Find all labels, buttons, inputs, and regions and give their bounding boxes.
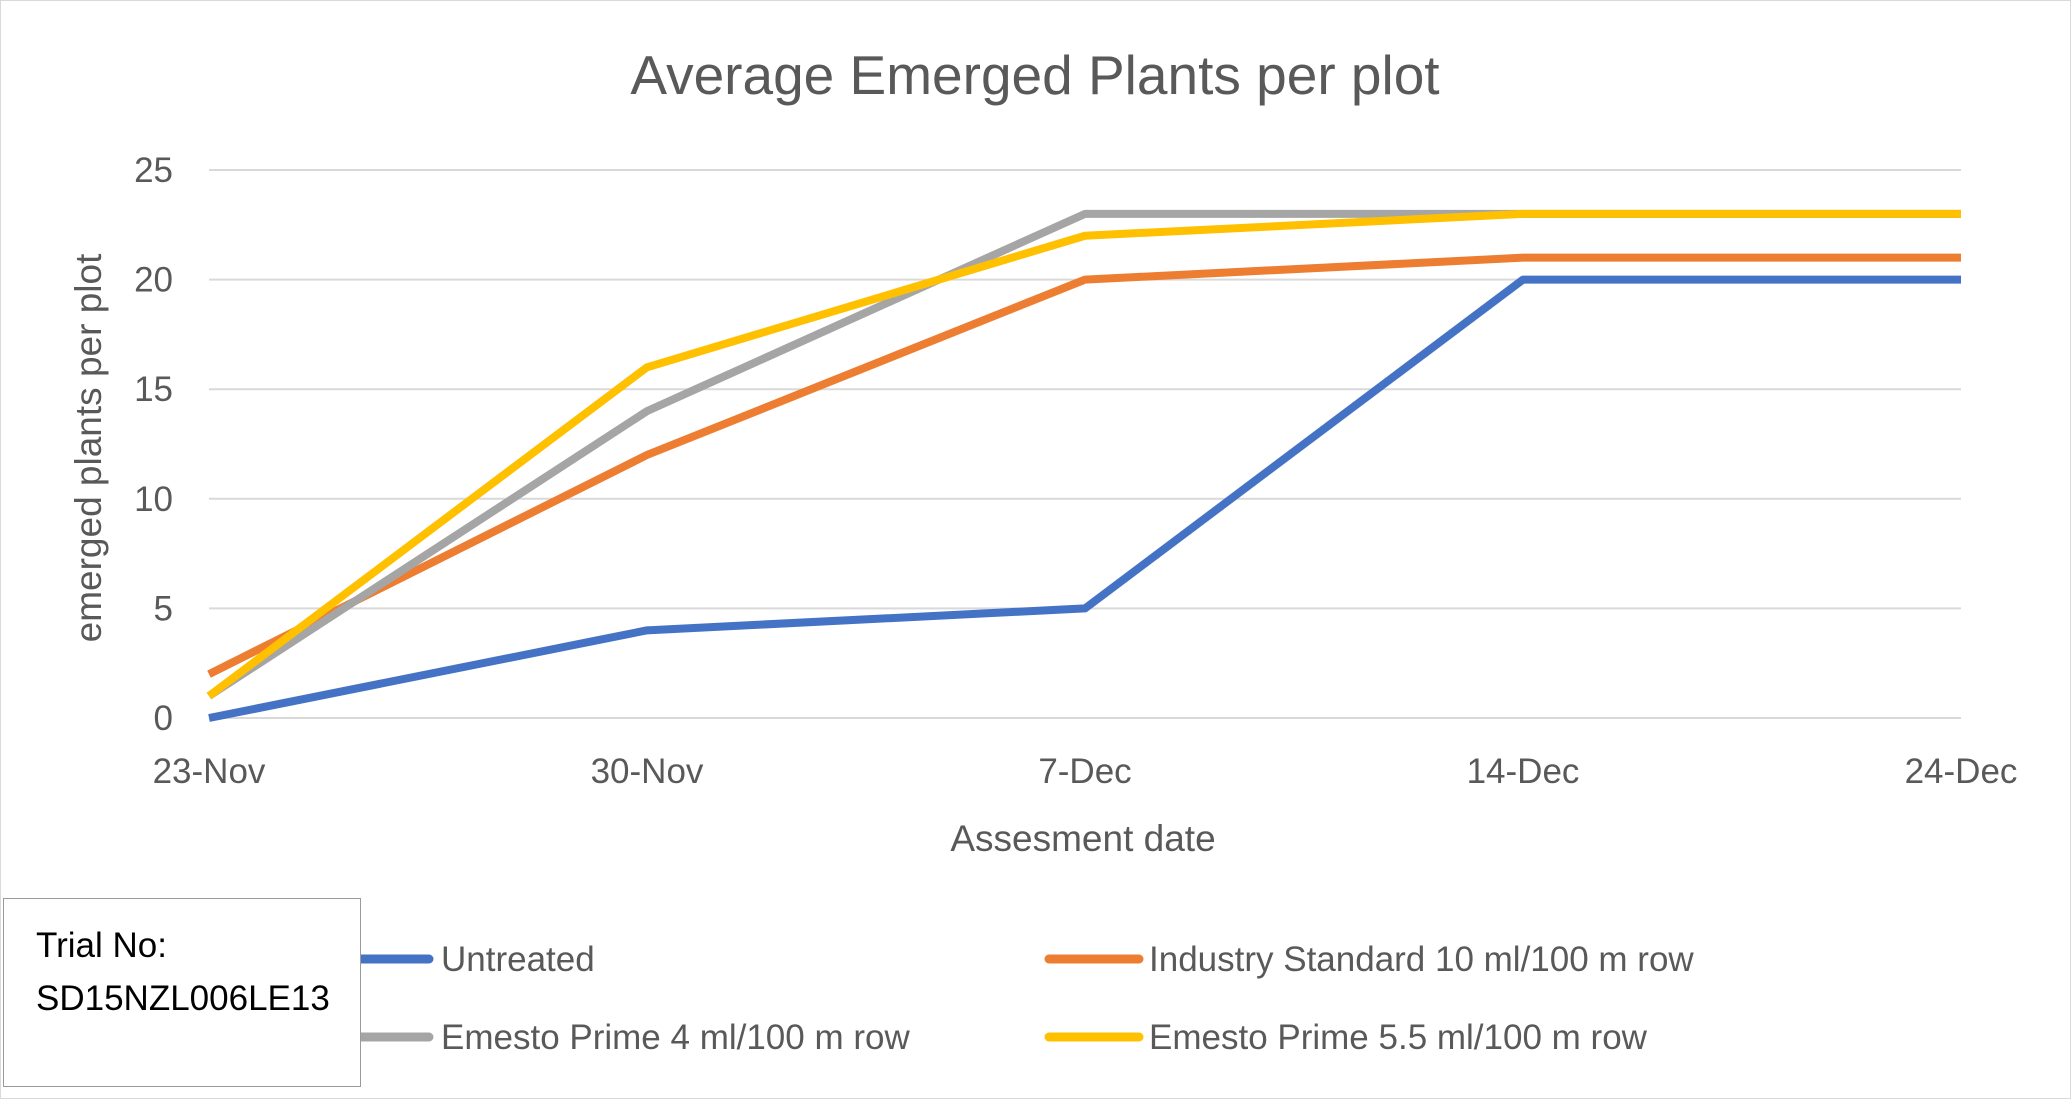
trial-id: SD15NZL006LE13 [36,979,330,1018]
x-tick-label: 30-Nov [591,752,704,791]
legend: Untreated Industry Standard 10 ml/100 m r… [354,940,1694,1057]
legend-label: Emesto Prime 4 ml/100 m row [441,1018,910,1057]
series-line-4 [206,209,1961,700]
y-axis-label: emerged plants per plot [68,253,109,642]
chart-title: Average Emerged Plants per plot [630,44,1439,106]
y-tick-label: 5 [154,589,173,628]
x-axis-tick-labels: 23-Nov 30-Nov 7-Dec 14-Dec 24-Dec [153,752,2018,791]
x-axis-label: Assesment date [950,818,1215,859]
y-tick-label: 10 [134,480,173,519]
legend-label: Industry Standard 10 ml/100 m row [1149,940,1694,979]
trial-label: Trial No: [36,926,167,965]
y-tick-label: 15 [134,370,173,409]
x-tick-label: 24-Dec [1905,752,2018,791]
x-tick-label: 14-Dec [1467,752,1580,791]
series-line-1 [208,275,1961,722]
x-tick-label: 23-Nov [153,752,266,791]
y-tick-label: 0 [154,699,173,738]
legend-label: Untreated [441,940,595,979]
y-axis-tick-labels: 0 5 10 15 20 25 [134,151,173,738]
series-line-2 [207,253,1961,678]
data-series [206,209,1961,722]
series-line-3 [206,209,1961,700]
legend-label: Emesto Prime 5.5 ml/100 m row [1149,1018,1648,1057]
x-tick-label: 7-Dec [1038,752,1131,791]
y-tick-label: 20 [134,261,173,300]
y-tick-label: 25 [134,151,173,190]
trial-number-box: Trial No: SD15NZL006LE13 [3,898,361,1087]
